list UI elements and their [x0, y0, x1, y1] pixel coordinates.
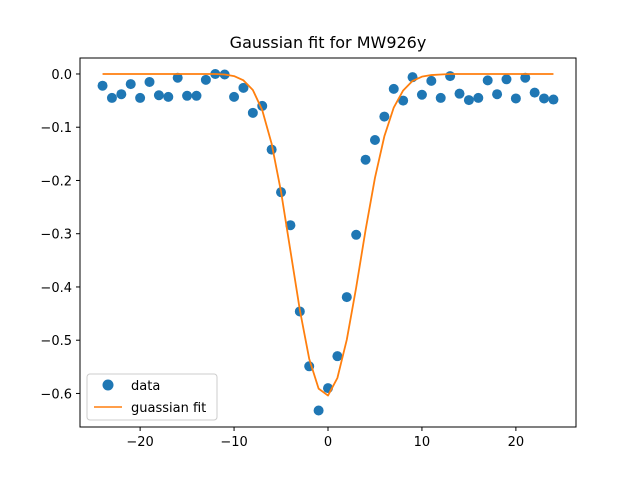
data-point	[135, 92, 146, 103]
legend-data-label: data	[131, 379, 160, 394]
data-point	[510, 93, 521, 104]
data-point	[125, 79, 136, 90]
data-point	[388, 83, 399, 94]
data-point	[548, 94, 559, 105]
x-tick-label: −10	[220, 435, 247, 450]
legend-fit-label: guassian fit	[131, 401, 206, 416]
y-tick-label: −0.2	[40, 174, 72, 189]
data-point	[426, 75, 437, 86]
data-point	[200, 74, 211, 85]
x-tick-label: −20	[126, 435, 153, 450]
data-point	[435, 92, 446, 103]
x-tick-label: 20	[508, 435, 525, 450]
data-point	[398, 95, 409, 106]
data-point	[144, 76, 155, 87]
data-point	[116, 89, 127, 100]
data-point	[369, 135, 380, 145]
data-point	[529, 87, 540, 98]
data-point	[229, 91, 240, 102]
data-point	[539, 93, 550, 104]
data-point	[106, 92, 117, 103]
data-point	[360, 154, 371, 165]
legend-box	[86, 373, 218, 421]
fit-line	[102, 73, 554, 397]
data-point	[153, 90, 164, 101]
data-point	[473, 92, 484, 103]
data-point	[285, 220, 296, 231]
data-point	[341, 292, 352, 303]
y-tick-label: 0.0	[51, 68, 72, 83]
data-point	[182, 90, 193, 101]
data-point	[454, 88, 465, 99]
data-point	[163, 91, 174, 102]
data-point	[191, 90, 202, 101]
data-point	[313, 405, 324, 416]
data-point	[463, 95, 474, 106]
y-tick-label: −0.3	[40, 228, 72, 243]
data-point	[482, 75, 493, 86]
data-point	[97, 80, 108, 91]
data-point	[332, 351, 343, 362]
data-point	[379, 111, 390, 122]
y-tick-label: −0.4	[40, 281, 72, 296]
y-axis: 0.0 −0.1 −0.2 −0.3 −0.4 −0.5 −0.6	[40, 68, 80, 402]
data-point	[416, 89, 427, 100]
data-point	[492, 89, 503, 100]
data-point	[501, 74, 512, 85]
plot-area	[97, 68, 559, 416]
legend-data-marker	[102, 379, 114, 391]
y-tick-label: −0.1	[40, 121, 72, 136]
y-tick-label: −0.5	[40, 334, 72, 349]
data-point	[351, 229, 362, 240]
data-point	[520, 72, 531, 83]
x-tick-label: 0	[324, 435, 332, 450]
data-point	[172, 72, 183, 83]
chart-title: Gaussian fit for MW926y	[230, 33, 427, 52]
data-point	[445, 71, 456, 82]
x-tick-label: 10	[414, 435, 431, 450]
data-point	[247, 107, 258, 118]
y-tick-label: −0.6	[40, 387, 72, 402]
data-point	[238, 82, 249, 93]
legend: data guassian fit	[86, 373, 218, 421]
x-axis: −20 −10 0 10 20	[126, 427, 524, 450]
